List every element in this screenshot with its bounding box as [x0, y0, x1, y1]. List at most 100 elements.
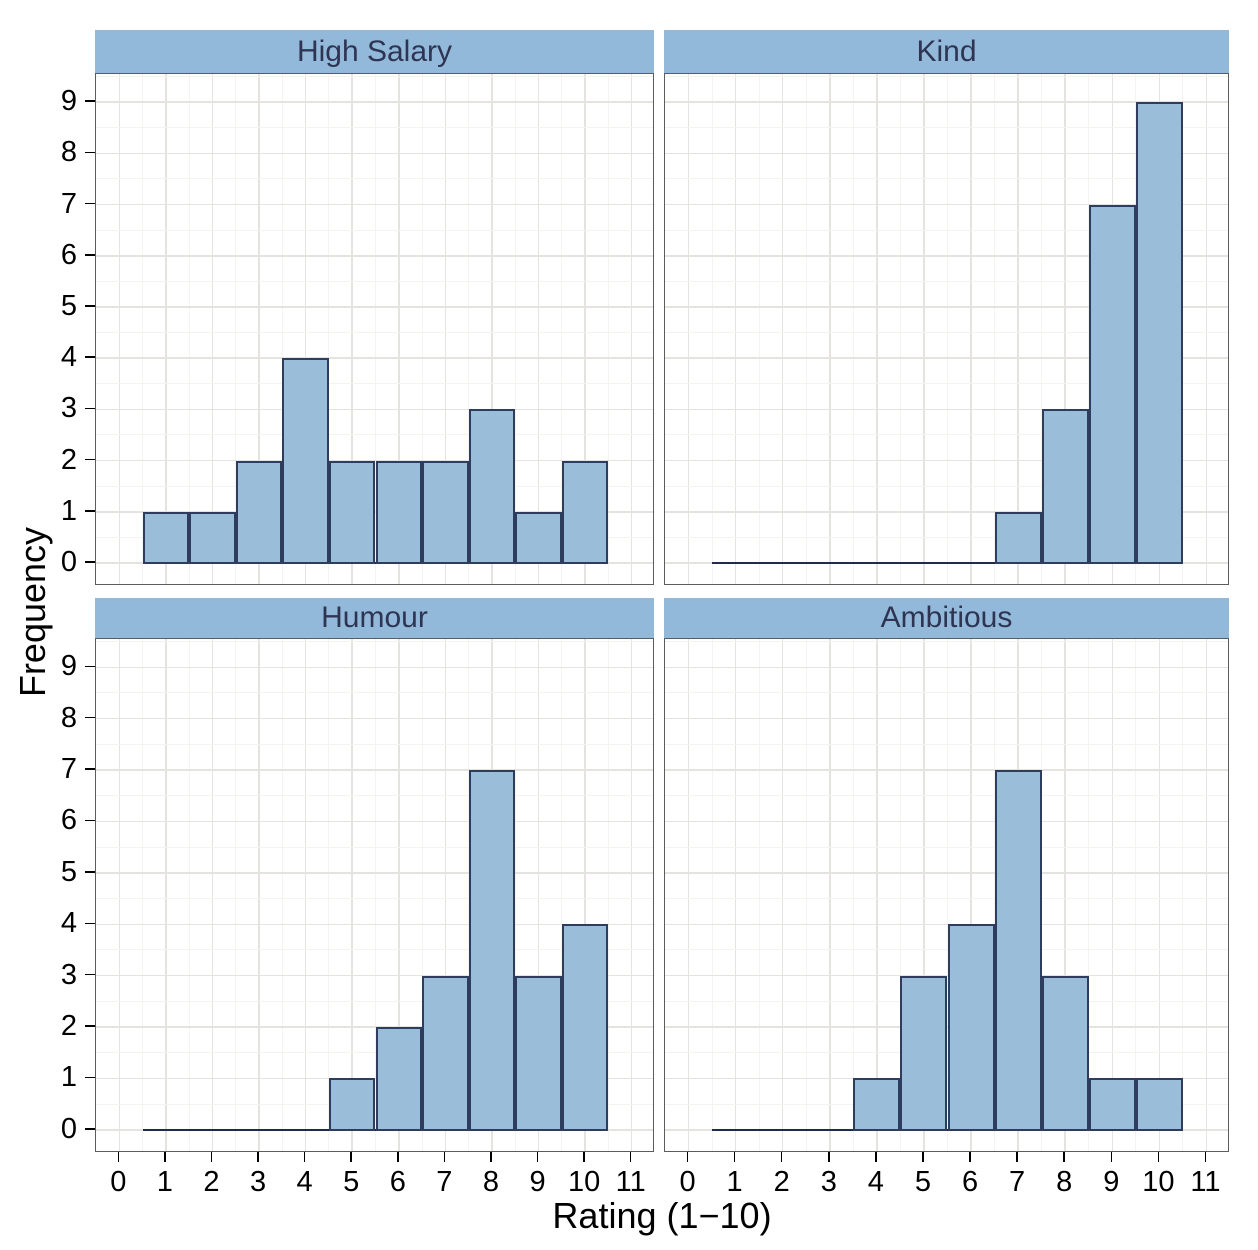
y-axis-tick	[85, 819, 95, 822]
grid-line-minor	[96, 76, 653, 78]
grid-line-minor	[665, 485, 1228, 487]
x-tick-label: 5	[914, 1166, 932, 1198]
y-axis-tick	[85, 202, 95, 205]
histogram-bar	[947, 924, 995, 1132]
grid-line-minor	[607, 639, 609, 1151]
grid-line-minor	[96, 846, 653, 848]
grid-line-major	[96, 152, 653, 155]
grid-line-major	[923, 74, 925, 584]
x-axis-tick	[583, 1152, 585, 1162]
grid-line-major	[118, 74, 121, 584]
grid-line-major	[211, 639, 214, 1151]
x-axis-tick	[828, 1152, 830, 1162]
x-tick-label: 0	[679, 1166, 696, 1198]
grid-line-major	[118, 639, 121, 1151]
x-tick-label: 4	[296, 1166, 313, 1198]
histogram-bar	[900, 975, 948, 1132]
grid-line-major	[96, 306, 653, 308]
grid-line-minor	[514, 639, 516, 1151]
grid-line-minor	[96, 229, 653, 231]
grid-line-minor	[805, 639, 807, 1151]
x-axis-tick	[1063, 1152, 1065, 1162]
grid-line-minor	[947, 639, 948, 1151]
grid-line-minor	[142, 74, 144, 584]
y-axis-tick	[85, 356, 95, 358]
y-axis-tick	[85, 1076, 95, 1079]
histogram-bar	[328, 460, 376, 565]
x-axis-tick	[1157, 1152, 1160, 1162]
x-axis-tick	[397, 1152, 399, 1162]
grid-line-minor	[96, 383, 653, 385]
x-tick-label: 9	[1103, 1166, 1120, 1198]
histogram-bar	[1041, 409, 1089, 565]
y-axis-tick	[85, 100, 95, 102]
y-axis-tick	[85, 871, 95, 873]
x-tick-label: 1	[726, 1166, 743, 1198]
grid-line-minor	[561, 639, 563, 1151]
x-axis-tick	[164, 1152, 166, 1162]
y-axis-tick	[85, 407, 95, 410]
grid-line-major	[665, 717, 1228, 720]
grid-line-minor	[852, 639, 854, 1151]
grid-line-minor	[665, 692, 1228, 694]
grid-line-major	[258, 74, 260, 584]
x-tick-label: 7	[436, 1166, 453, 1198]
grid-line-minor	[1041, 74, 1043, 584]
grid-line-major	[665, 872, 1228, 874]
grid-line-major	[1017, 74, 1019, 584]
grid-line-major	[665, 306, 1228, 308]
grid-line-major	[1064, 74, 1066, 584]
x-axis-tick	[1110, 1152, 1113, 1162]
grid-line-minor	[665, 332, 1228, 334]
histogram-bar	[561, 460, 609, 565]
grid-line-major	[96, 769, 653, 771]
histogram-bar	[1088, 1078, 1136, 1132]
grid-line-major	[781, 74, 784, 584]
y-axis-tick	[85, 254, 95, 256]
y-axis-tick	[85, 305, 95, 307]
facet-strip-label: Humour	[321, 601, 428, 634]
histogram-bar	[515, 975, 562, 1132]
grid-line-minor	[947, 74, 948, 584]
x-axis-tick	[1204, 1152, 1207, 1162]
histogram-bar	[375, 460, 423, 565]
grid-line-minor	[1182, 639, 1184, 1151]
grid-line-minor	[665, 76, 1228, 78]
x-tick-label: 2	[203, 1166, 220, 1198]
x-axis-title: Rating (1−10)	[552, 1195, 772, 1236]
y-axis-tick	[85, 510, 95, 512]
grid-line-major	[96, 717, 653, 720]
grid-line-major	[351, 74, 353, 584]
x-tick-label: 10	[567, 1166, 601, 1198]
histogram-bar	[468, 409, 516, 565]
histogram-bar	[422, 975, 469, 1132]
grid-line-minor	[665, 229, 1228, 231]
histogram-bar	[515, 511, 562, 565]
x-tick-label: 10	[1142, 1166, 1175, 1198]
grid-line-major	[665, 769, 1228, 771]
grid-line-major	[96, 1026, 653, 1028]
histogram-bar	[142, 511, 190, 565]
grid-line-minor	[235, 639, 237, 1151]
x-tick-label: 4	[867, 1166, 884, 1198]
x-axis-tick	[443, 1152, 446, 1162]
grid-line-minor	[188, 639, 190, 1151]
grid-line-major	[1064, 639, 1066, 1151]
grid-line-minor	[711, 639, 713, 1151]
y-axis-tick	[85, 922, 95, 925]
histogram-bar	[1088, 204, 1136, 565]
histogram-bar	[189, 511, 236, 565]
grid-line-major	[665, 255, 1228, 257]
grid-line-major	[96, 974, 653, 977]
grid-line-minor	[96, 280, 653, 282]
x-axis-tick	[117, 1152, 120, 1162]
x-tick-label: 7	[1009, 1166, 1026, 1198]
facet-strip: Humour	[95, 598, 654, 638]
grid-line-major	[876, 639, 878, 1151]
y-tick-label: 0	[60, 545, 77, 578]
histogram-bar	[235, 460, 283, 565]
grid-line-major	[970, 74, 972, 584]
histogram-bar	[1135, 1078, 1183, 1132]
grid-line-major	[1111, 639, 1114, 1151]
y-tick-label: 1	[60, 494, 77, 527]
